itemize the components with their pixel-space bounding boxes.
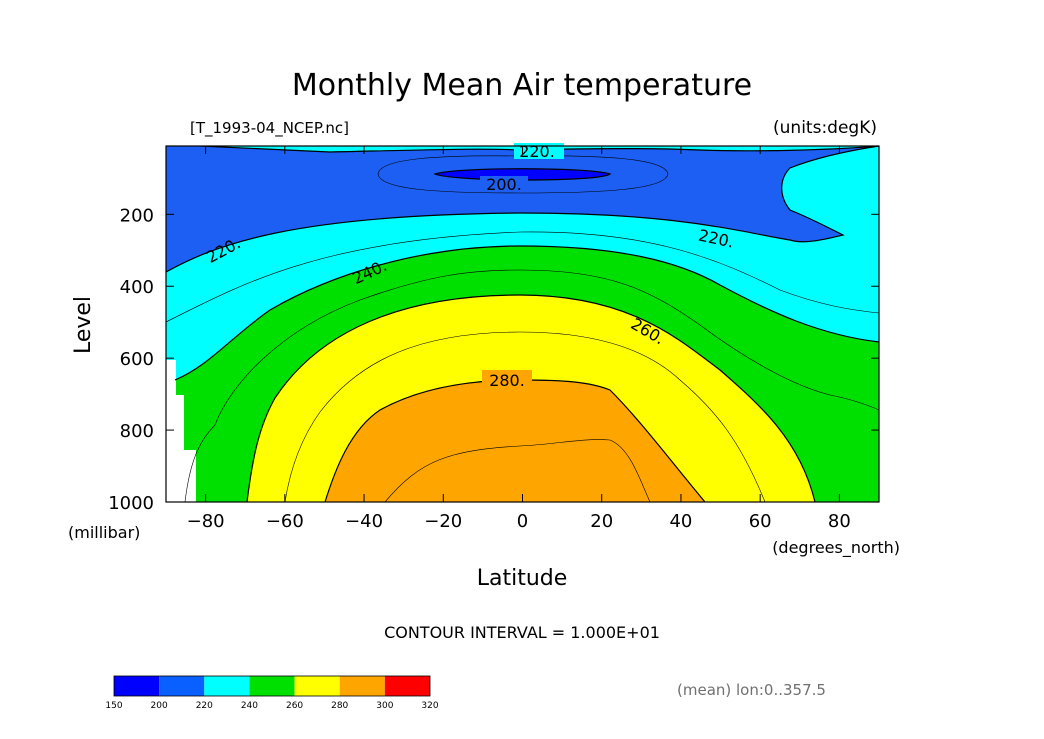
contour-line-250: [184, 269, 879, 502]
colorbar-swatch: [339, 676, 385, 696]
x-tick-label: 80: [828, 511, 851, 532]
contour-label-200: 200.: [486, 175, 522, 194]
colorbar-level-label: 320: [421, 701, 438, 711]
file-label: [T_1993-04_NCEP.nc]: [190, 119, 349, 138]
contour-lines: [166, 146, 879, 502]
colorbar-swatch: [204, 676, 250, 696]
y-tick-label: 800: [120, 421, 154, 442]
contour-line-230: [166, 231, 879, 323]
y-units-label: (millibar): [68, 523, 140, 542]
contour-label-220-top: 220.: [519, 142, 555, 161]
contour-line-210: [377, 155, 669, 194]
y-tick-label: 1000: [108, 493, 154, 514]
contour-line-220: [166, 146, 879, 273]
y-tick-label: 200: [120, 205, 154, 226]
colorbar-level-label: 240: [241, 701, 258, 711]
y-tick-label: 400: [120, 277, 154, 298]
contour-line-260: [246, 294, 816, 502]
colorbar-swatch: [114, 676, 160, 696]
mean-longitude-note: (mean) lon:0..357.5: [677, 681, 826, 699]
missing-data-step-2: [176, 395, 184, 502]
colorbar-frame: [113, 675, 431, 697]
y-tick-label: 600: [120, 349, 154, 370]
x-tick-label: −40: [345, 511, 383, 532]
chart-title: Monthly Mean Air temperature: [292, 68, 752, 103]
x-axis: −80 −60 −40 −20 0 20 40 60 80: [187, 146, 851, 532]
colorbar-level-label: 260: [286, 701, 303, 711]
colorbar-level-label: 280: [331, 701, 348, 711]
y-axis: 200 400 600 800 1000: [108, 205, 879, 514]
colorbar-level-label: 220: [196, 701, 213, 711]
colorbar-level-label: 200: [151, 701, 168, 711]
fill-region-200: [435, 168, 610, 180]
contour-label-280: 280.: [489, 371, 525, 390]
fill-region-300: [325, 380, 705, 502]
units-label: (units:degK): [773, 118, 877, 138]
x-tick-label: 60: [749, 511, 772, 532]
contour-line-270: [284, 331, 766, 502]
x-tick-label: −20: [424, 511, 462, 532]
y-axis-title: Level: [71, 296, 96, 354]
colorbar-swatch: [159, 676, 205, 696]
colorbar-swatch: [294, 676, 340, 696]
x-units-label: (degrees_north): [772, 538, 900, 558]
x-tick-label: 0: [517, 511, 528, 532]
contour-line-240: [174, 245, 879, 381]
contour-line-290: [384, 439, 651, 502]
x-tick-label: −60: [266, 511, 304, 532]
missing-data-step-1: [166, 360, 176, 502]
x-axis-title: Latitude: [477, 566, 568, 591]
colorbar-level-label: 300: [376, 701, 393, 711]
colorbar: 150 200 220 240 260 280 300 320: [105, 675, 439, 711]
x-tick-label: 20: [590, 511, 613, 532]
contour-interval-label: CONTOUR INTERVAL = 1.000E+01: [384, 623, 660, 642]
contour-fills: [166, 146, 879, 502]
colorbar-swatch: [384, 676, 430, 696]
x-tick-label: 40: [669, 511, 692, 532]
x-tick-label: −80: [187, 511, 225, 532]
colorbar-swatch: [249, 676, 295, 696]
colorbar-level-label: 150: [105, 701, 122, 711]
